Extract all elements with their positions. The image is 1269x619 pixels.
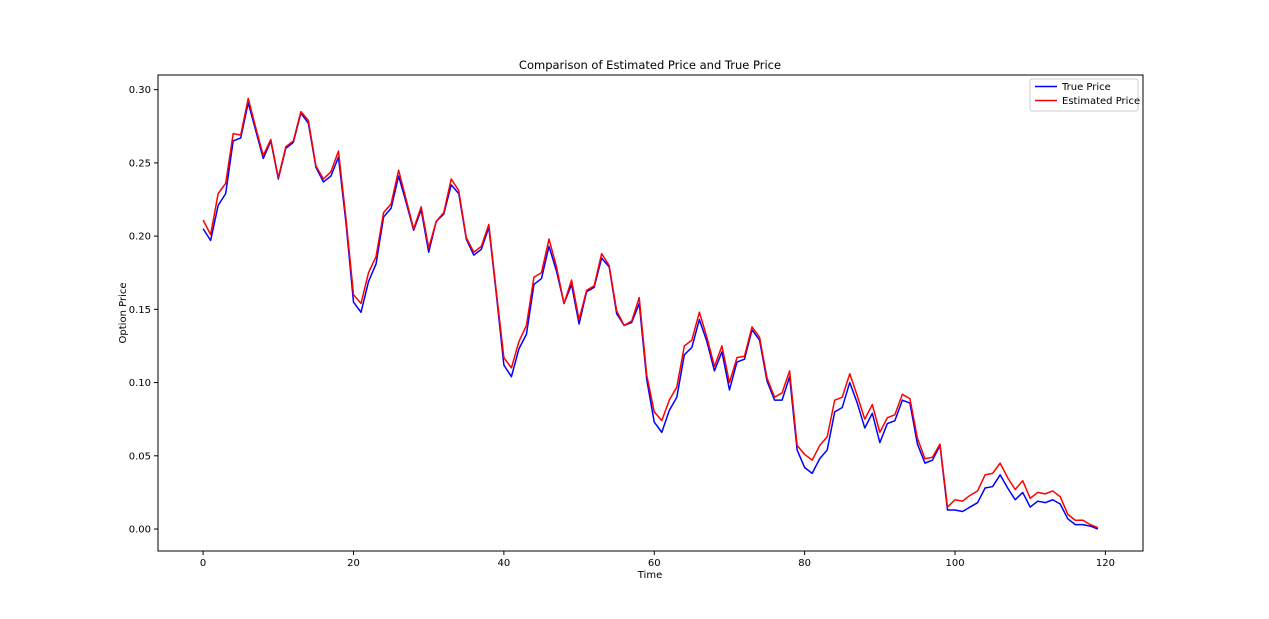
x-tick-label: 60: [648, 558, 661, 569]
x-axis: 0 20 40 60 80 100 120: [200, 551, 1115, 569]
y-tick-label: 0.00: [129, 525, 151, 536]
x-tick-label: 40: [498, 558, 511, 569]
y-tick-label: 0.30: [129, 85, 151, 96]
y-axis-label: Option Price: [118, 283, 129, 344]
legend: True Price Estimated Price: [1029, 78, 1140, 112]
x-tick-label: 0: [200, 558, 206, 569]
chart-title: Comparison of Estimated Price and True P…: [519, 58, 781, 72]
y-tick-label: 0.20: [129, 232, 151, 243]
y-axis: 0.00 0.05 0.10 0.15 0.20 0.25 0.30: [129, 85, 158, 536]
legend-label-estimated-price: Estimated Price: [1062, 96, 1140, 107]
series-line-estimated-price: [202, 97, 1099, 529]
y-tick-label: 0.15: [129, 305, 151, 316]
y-tick-label: 0.05: [129, 451, 151, 462]
x-tick-label: 80: [798, 558, 811, 569]
y-tick-label: 0.10: [129, 378, 151, 389]
x-axis-label: Time: [637, 570, 662, 581]
plot-area-frame: [157, 74, 1144, 552]
y-tick-label: 0.25: [129, 158, 151, 169]
x-tick-label: 100: [945, 558, 964, 569]
series-layer: [202, 97, 1099, 530]
legend-label-true-price: True Price: [1061, 82, 1111, 93]
x-tick-label: 20: [347, 558, 360, 569]
x-tick-label: 120: [1096, 558, 1115, 569]
